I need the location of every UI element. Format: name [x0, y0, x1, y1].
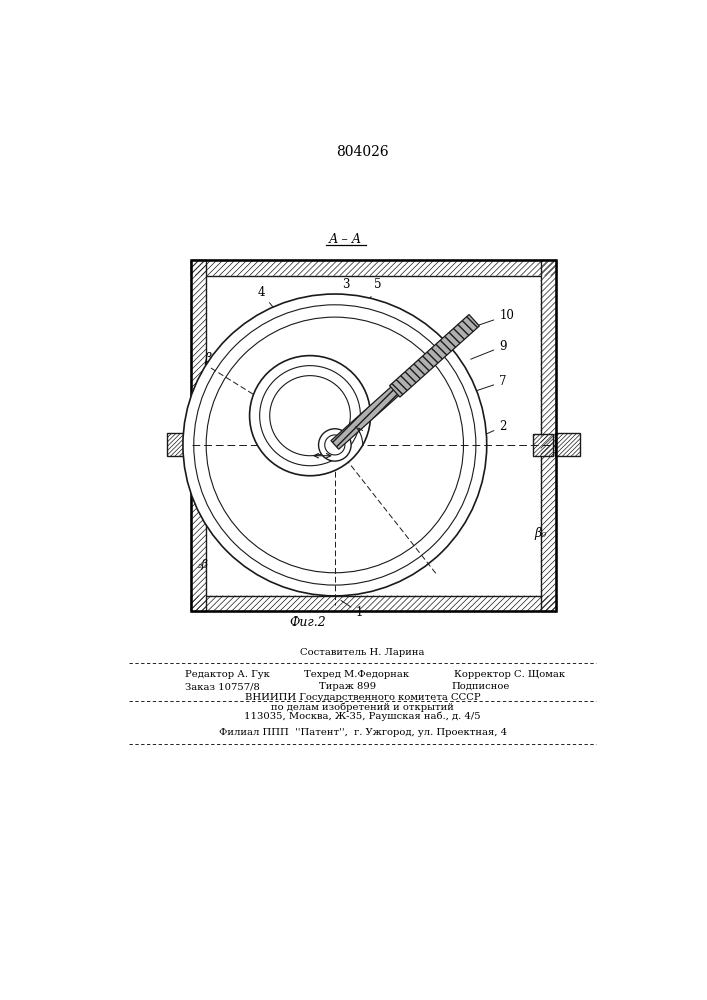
Text: Заказ 10757/8: Заказ 10757/8: [185, 682, 260, 691]
Text: Составитель Н. Ларина: Составитель Н. Ларина: [300, 648, 425, 657]
Bar: [191, 260, 556, 276]
Text: Техред М.Федорнак: Техред М.Федорнак: [304, 670, 409, 679]
Bar: [191, 596, 556, 611]
Circle shape: [325, 435, 345, 455]
Text: 5: 5: [358, 278, 381, 321]
Bar: [390, 315, 479, 397]
Text: Подписное: Подписное: [451, 682, 510, 691]
Circle shape: [250, 356, 370, 476]
Circle shape: [270, 376, 351, 456]
Circle shape: [259, 366, 361, 466]
Text: ВНИИПИ Государственного комитета СССР: ВНИИПИ Государственного комитета СССР: [245, 693, 481, 702]
Text: 10: 10: [475, 309, 514, 326]
Text: 9: 9: [471, 340, 507, 359]
Circle shape: [194, 305, 476, 585]
Text: А – А: А – А: [329, 233, 362, 246]
Text: 113035, Москва, Ж-35, Раушская наб., д. 4/5: 113035, Москва, Ж-35, Раушская наб., д. …: [245, 711, 481, 721]
Text: Филиал ППП  ''Патент'',  г. Ужгород, ул. Проектная, 4: Филиал ППП ''Патент'', г. Ужгород, ул. П…: [218, 728, 507, 737]
Text: по делам изобретений и открытий: по делам изобретений и открытий: [271, 702, 454, 712]
Text: 2: 2: [479, 420, 506, 438]
Text: e: e: [319, 463, 326, 476]
Text: β₁: β₁: [205, 352, 217, 365]
Text: Редактор А. Гук: Редактор А. Гук: [185, 670, 270, 679]
Text: β₀: β₀: [535, 527, 547, 540]
Circle shape: [319, 429, 351, 461]
Text: ₂β: ₂β: [198, 559, 209, 570]
Circle shape: [183, 294, 486, 596]
Text: Корректор С. Щомак: Корректор С. Щомак: [454, 670, 566, 679]
Bar: [168, 433, 192, 456]
Text: 1: 1: [341, 600, 363, 619]
Text: 7: 7: [460, 375, 507, 396]
Bar: [191, 260, 556, 611]
Circle shape: [206, 317, 464, 573]
Text: 804026: 804026: [337, 145, 389, 159]
Bar: [191, 260, 206, 611]
Bar: [533, 434, 553, 456]
Bar: [555, 433, 580, 456]
Text: 4: 4: [257, 286, 288, 326]
Text: Тираж 899: Тираж 899: [320, 682, 376, 691]
Bar: [331, 383, 403, 449]
Bar: [541, 260, 556, 611]
Text: Фиг.2: Фиг.2: [289, 616, 326, 629]
Text: 3: 3: [330, 278, 349, 309]
Text: α: α: [369, 432, 378, 445]
